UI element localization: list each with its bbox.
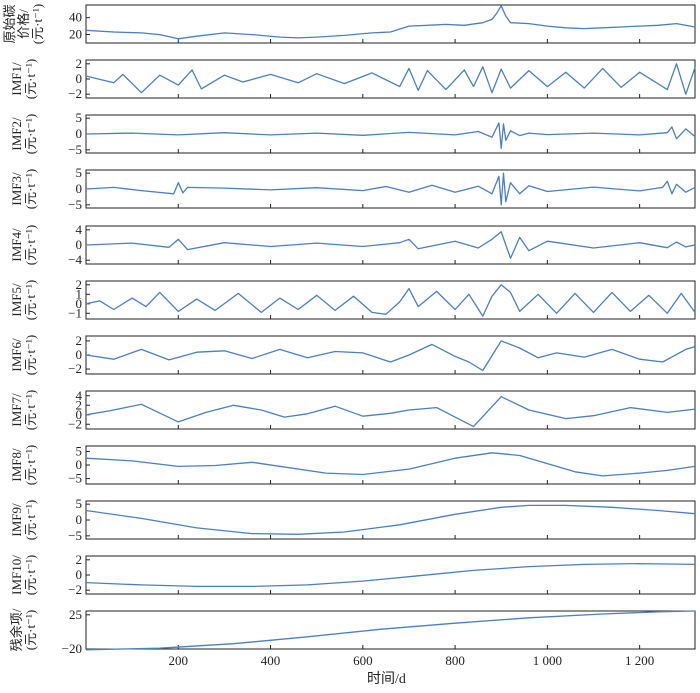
panel-frame-imf6 (85, 335, 696, 375)
y-tick-label-imf5: 2 (76, 277, 83, 292)
y-axis-label-imf5: IMF5/ (9, 283, 24, 317)
y-tick-label-imf9: −5 (68, 528, 82, 543)
series-line-residual (85, 610, 696, 651)
y-tick-label-imf4: 4 (76, 222, 83, 237)
y-axis-label-imf8: (元·t⁻¹) (23, 445, 38, 485)
series-line-imf6 (85, 340, 696, 372)
y-axis-label-imf9: IMF9/ (9, 503, 24, 537)
x-tick-label: 600 (353, 653, 373, 668)
y-tick-label-imf3: 0 (76, 181, 83, 196)
y-tick-label-imf1: 2 (76, 56, 83, 71)
panel-frame-residual (85, 610, 696, 650)
panel-frame-imf1 (85, 59, 696, 99)
series-line-imf5 (85, 284, 696, 317)
y-tick-label-imf1: −2 (68, 86, 82, 101)
y-axis-label-price: (元·t⁻¹) (30, 4, 45, 44)
x-tick-label: 1 000 (533, 653, 562, 668)
y-tick-label-residual: 25 (69, 607, 82, 622)
y-axis-label-price: 原始碳 (2, 4, 17, 43)
y-tick-label-imf6: 0 (76, 347, 83, 362)
series-line-imf10 (85, 562, 696, 588)
y-tick-label-imf9: 0 (76, 512, 83, 527)
y-tick-label-imf6: 2 (76, 333, 83, 348)
y-tick-label-imf10: −2 (68, 582, 82, 597)
y-tick-label-imf8: −5 (68, 471, 82, 486)
x-axis-label: 时间/d (367, 671, 406, 687)
y-tick-label-imf9: 5 (76, 496, 83, 511)
y-tick-label-imf1: 0 (76, 71, 83, 86)
panel-frame-imf7 (85, 390, 696, 430)
series-line-imf8 (85, 452, 696, 477)
y-axis-label-imf2: (元·t⁻¹) (23, 114, 38, 154)
series-line-imf9 (85, 504, 696, 535)
x-tick-label: 400 (261, 653, 281, 668)
y-tick-label-imf3: −5 (68, 197, 82, 212)
y-axis-label-imf4: (元·t⁻¹) (23, 225, 38, 265)
y-tick-label-imf2: 0 (76, 126, 83, 141)
x-tick-label: 200 (169, 653, 189, 668)
y-axis-label-imf7: (元·t⁻¹) (23, 390, 38, 430)
series-line-imf4 (85, 231, 696, 259)
y-tick-label-imf8: 0 (76, 457, 83, 472)
y-tick-label-residual: −20 (62, 641, 82, 656)
y-tick-label-imf2: 5 (76, 110, 83, 125)
y-axis-label-imf6: (元·t⁻¹) (23, 335, 38, 375)
y-axis-label-imf4: IMF4/ (9, 228, 24, 262)
y-tick-label-imf2: −5 (68, 142, 82, 157)
y-tick-label-imf8: 5 (76, 443, 83, 458)
panel-frame-imf4 (85, 225, 696, 265)
panel-frame-imf8 (85, 445, 696, 485)
y-axis-label-imf3: (元·t⁻¹) (23, 169, 38, 209)
y-tick-label-imf7: 4 (76, 388, 83, 403)
x-tick-label: 1 200 (625, 653, 654, 668)
y-axis-label-imf7: IMF7/ (9, 393, 24, 427)
y-axis-label-imf8: IMF8/ (9, 448, 24, 482)
panel-frame-price (85, 4, 696, 44)
y-tick-label-imf7: 2 (76, 397, 83, 412)
y-axis-label-imf1: IMF1/ (9, 62, 24, 96)
y-tick-label-imf10: 2 (76, 552, 83, 567)
y-tick-label-imf4: 0 (76, 237, 83, 252)
y-tick-label-imf3: 5 (76, 165, 83, 180)
y-tick-label-imf5: 0 (76, 296, 83, 311)
y-tick-label-imf7: 0 (76, 407, 83, 422)
y-tick-label-imf7: −2 (68, 416, 82, 431)
y-axis-label-imf6: IMF6/ (9, 338, 24, 372)
series-line-imf7 (85, 396, 696, 428)
series-line-imf1 (85, 63, 696, 95)
panel-frame-imf3 (85, 169, 696, 209)
y-axis-label-imf9: (元·t⁻¹) (23, 500, 38, 540)
y-axis-label-imf10: IMF10/ (9, 555, 24, 595)
y-tick-label-imf5: 1 (76, 286, 83, 301)
y-axis-label-residual: (元·t⁻¹) (23, 610, 38, 650)
y-axis-label-imf1: (元·t⁻¹) (23, 59, 38, 99)
y-tick-label-price: 40 (69, 10, 82, 25)
series-line-price (85, 5, 696, 40)
y-axis-label-imf2: IMF2/ (9, 117, 24, 151)
y-tick-label-imf10: 0 (76, 567, 83, 582)
y-tick-label-imf4: −4 (68, 252, 82, 267)
y-tick-label-price: 20 (69, 27, 82, 42)
series-line-imf2 (85, 122, 696, 149)
y-tick-label-imf5: −1 (68, 305, 82, 320)
panel-frame-imf10 (85, 555, 696, 595)
panel-frame-imf5 (85, 280, 696, 320)
y-axis-label-imf10: (元·t⁻¹) (23, 555, 38, 595)
y-axis-label-imf3: IMF3/ (9, 172, 24, 206)
x-tick-label: 800 (445, 653, 465, 668)
y-axis-label-imf5: (元·t⁻¹) (23, 280, 38, 320)
series-line-imf3 (85, 172, 696, 206)
y-axis-label-price: 价格/ (16, 9, 31, 39)
y-tick-label-imf6: −2 (68, 361, 82, 376)
y-axis-label-residual: 残余项/ (9, 608, 24, 651)
